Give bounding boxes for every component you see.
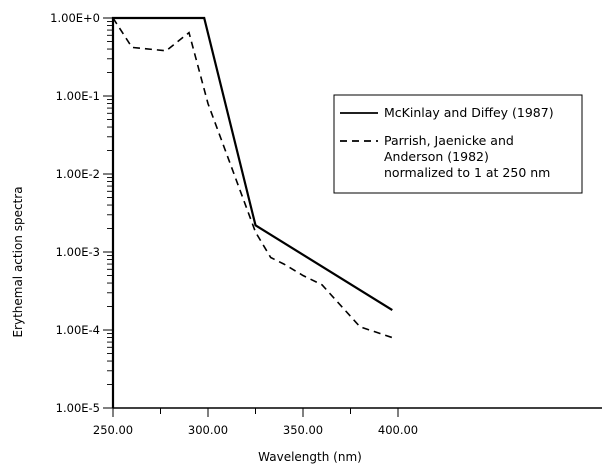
series-lines bbox=[111, 16, 393, 408]
x-tick-label: 400.00 bbox=[378, 423, 418, 437]
x-tick-label: 350.00 bbox=[283, 423, 323, 437]
y-tick-label: 1.00E-2 bbox=[56, 167, 100, 181]
y-tick-label: 1.00E-1 bbox=[56, 89, 100, 103]
legend-label-series-2-line-1: Parrish, Jaenicke and bbox=[384, 133, 514, 148]
ticks: 1.00E+0 1.00E-1 1.00E-2 1.00E-3 1.00E-4 1.00E… bbox=[50, 11, 418, 437]
legend-label-series-2-line-2: Anderson (1982) bbox=[384, 149, 489, 164]
x-axis-title: Wavelength (nm) bbox=[258, 450, 362, 464]
legend-box bbox=[333, 94, 583, 194]
series-line-dashed bbox=[112, 17, 393, 339]
y-tick-label: 1.00E+0 bbox=[50, 11, 100, 25]
series-line-solid bbox=[111, 16, 393, 408]
legend-label-series-2-line-3: normalized to 1 at 250 nm bbox=[384, 165, 550, 180]
legend: McKinlay and Diffey (1987) Parrish, Jaen… bbox=[333, 94, 583, 194]
y-axis-title: Erythemal action spectra bbox=[11, 186, 25, 337]
axes bbox=[112, 18, 602, 409]
y-tick-label: 1.00E-3 bbox=[56, 245, 100, 259]
x-tick-label: 300.00 bbox=[188, 423, 228, 437]
y-tick-label: 1.00E-4 bbox=[56, 323, 100, 337]
legend-label-series-1: McKinlay and Diffey (1987) bbox=[384, 105, 554, 120]
x-tick-label: 250.00 bbox=[93, 423, 133, 437]
y-tick-label: 1.00E-5 bbox=[56, 401, 100, 415]
